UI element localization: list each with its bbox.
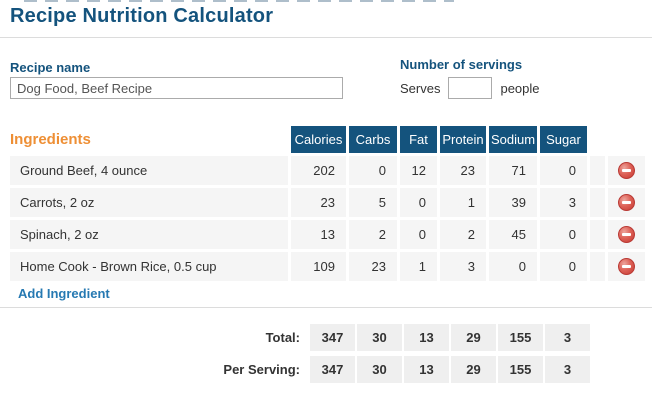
remove-ingredient-button[interactable] xyxy=(618,226,635,243)
total-fat: 13 xyxy=(404,324,451,351)
clipped-content-artifact xyxy=(24,0,454,2)
per-serving-carbs: 30 xyxy=(357,356,404,383)
remove-ingredient-button[interactable] xyxy=(618,194,635,211)
table-row: Spinach, 2 oz 13 2 0 2 45 0 xyxy=(10,220,645,249)
ingredient-name: Spinach, 2 oz xyxy=(10,220,291,249)
calories-value: 202 xyxy=(291,156,349,185)
fat-value: 1 xyxy=(400,252,440,281)
totals-section: Total: 347 30 13 29 155 3 Per Serving: 3… xyxy=(10,324,592,388)
sodium-value: 45 xyxy=(489,220,540,249)
total-sodium: 155 xyxy=(498,324,545,351)
table-row: Carrots, 2 oz 23 5 0 1 39 3 xyxy=(10,188,645,217)
per-serving-calories: 347 xyxy=(310,356,357,383)
ingredients-heading: Ingredients xyxy=(10,131,91,148)
total-calories: 347 xyxy=(310,324,357,351)
protein-value: 3 xyxy=(440,252,489,281)
ingredients-table: Ingredients Calories Carbs Fat Protein S… xyxy=(10,126,645,284)
fat-value: 0 xyxy=(400,188,440,217)
calories-value: 13 xyxy=(291,220,349,249)
column-header-fat: Fat xyxy=(400,126,440,153)
total-row: Total: 347 30 13 29 155 3 xyxy=(10,324,592,351)
protein-value: 2 xyxy=(440,220,489,249)
per-serving-sodium: 155 xyxy=(498,356,545,383)
table-row: Home Cook - Brown Rice, 0.5 cup 109 23 1… xyxy=(10,252,645,281)
table-row: Ground Beef, 4 ounce 202 0 12 23 71 0 xyxy=(10,156,645,185)
protein-value: 23 xyxy=(440,156,489,185)
table-header-row: Ingredients Calories Carbs Fat Protein S… xyxy=(10,126,645,153)
sugar-value: 0 xyxy=(540,156,590,185)
sugar-value: 0 xyxy=(540,252,590,281)
title-divider xyxy=(0,37,652,38)
add-ingredient-link[interactable]: Add Ingredient xyxy=(18,286,110,301)
recipe-name-label: Recipe name xyxy=(10,60,91,75)
per-serving-sugar: 3 xyxy=(545,356,592,383)
section-divider xyxy=(0,307,652,308)
sodium-value: 0 xyxy=(489,252,540,281)
servings-label: Number of servings xyxy=(400,57,523,72)
minus-circle-icon xyxy=(622,201,631,204)
ingredient-name: Carrots, 2 oz xyxy=(10,188,291,217)
column-header-sodium: Sodium xyxy=(489,126,540,153)
serves-suffix: people xyxy=(500,80,540,96)
serves-row: Serves people xyxy=(400,77,540,99)
ingredient-name: Home Cook - Brown Rice, 0.5 cup xyxy=(10,252,291,281)
calories-value: 23 xyxy=(291,188,349,217)
carbs-value: 23 xyxy=(349,252,400,281)
carbs-value: 0 xyxy=(349,156,400,185)
per-serving-fat: 13 xyxy=(404,356,451,383)
serves-prefix: Serves xyxy=(400,80,441,96)
sodium-value: 71 xyxy=(489,156,540,185)
per-serving-protein: 29 xyxy=(451,356,498,383)
carbs-value: 5 xyxy=(349,188,400,217)
total-label: Total: xyxy=(265,330,300,345)
column-header-sugar: Sugar xyxy=(540,126,590,153)
column-header-carbs: Carbs xyxy=(349,126,400,153)
carbs-value: 2 xyxy=(349,220,400,249)
column-header-calories: Calories xyxy=(291,126,349,153)
minus-circle-icon xyxy=(622,265,631,268)
ingredient-name: Ground Beef, 4 ounce xyxy=(10,156,291,185)
sugar-value: 0 xyxy=(540,220,590,249)
minus-circle-icon xyxy=(622,233,631,236)
total-sugar: 3 xyxy=(545,324,592,351)
calories-value: 109 xyxy=(291,252,349,281)
recipe-name-input[interactable] xyxy=(10,77,343,99)
servings-input[interactable] xyxy=(448,77,493,99)
remove-ingredient-button[interactable] xyxy=(618,162,635,179)
total-protein: 29 xyxy=(451,324,498,351)
sodium-value: 39 xyxy=(489,188,540,217)
remove-ingredient-button[interactable] xyxy=(618,258,635,275)
per-serving-row: Per Serving: 347 30 13 29 155 3 xyxy=(10,356,592,383)
sugar-value: 3 xyxy=(540,188,590,217)
minus-circle-icon xyxy=(622,169,631,172)
total-carbs: 30 xyxy=(357,324,404,351)
fat-value: 0 xyxy=(400,220,440,249)
fat-value: 12 xyxy=(400,156,440,185)
page-title: Recipe Nutrition Calculator xyxy=(10,5,274,27)
protein-value: 1 xyxy=(440,188,489,217)
per-serving-label: Per Serving: xyxy=(223,362,300,377)
column-header-protein: Protein xyxy=(440,126,489,153)
